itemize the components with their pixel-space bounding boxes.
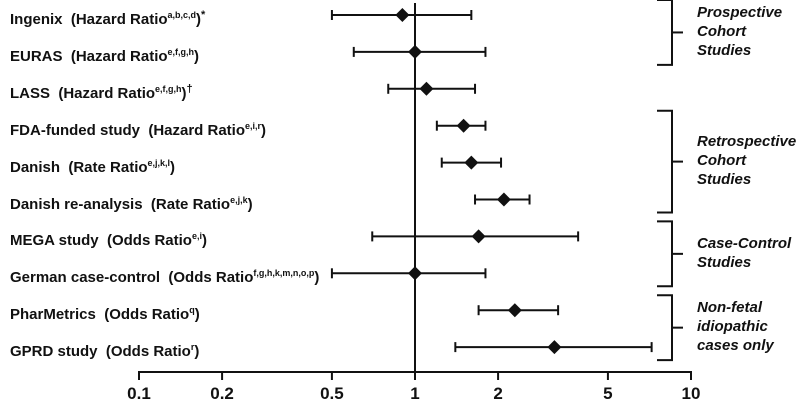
group-label: Non-fetal idiopathic cases only [697,299,774,355]
x-axis-tick-label: 5 [603,384,613,403]
estimate-diamond [471,229,486,244]
x-axis-tick-label: 0.1 [127,384,151,403]
x-axis-tick-label: 0.2 [210,384,234,403]
estimate-diamond [408,44,422,59]
study-label: EURAS (Hazard Ratioe,f,g,h) [10,46,200,65]
estimate-diamond [395,8,410,22]
x-axis-tick-label: 2 [493,384,503,403]
study-label: FDA-funded study (Hazard Ratioe,i,r) [10,120,267,139]
group-label: Case-Control Studies [697,234,792,271]
study-label: German case-control (Odds Ratiof,g,h,k,m… [10,268,320,287]
group-bracket [657,294,673,362]
group-bracket [657,109,673,214]
estimate-diamond [408,266,422,281]
study-label: Danish re-analysis (Rate Ratioe,j,k) [10,194,253,213]
x-axis-tick-label: 1 [410,384,420,403]
study-label: LASS (Hazard Ratioe,f,g,h)† [10,82,193,102]
study-label: MEGA study (Odds Ratioe,i) [10,231,207,250]
group-bracket [657,0,673,66]
estimate-diamond [496,192,511,207]
estimate-diamond [456,118,471,133]
group-label: Prospective Cohort Studies [697,3,783,59]
estimate-diamond [547,340,562,355]
x-axis-tick-label: 0.5 [320,384,344,403]
study-label: PharMetrics (Odds Ratioq) [10,305,200,324]
x-axis-tick-label: 10 [681,384,701,403]
estimate-diamond [419,81,434,96]
study-label: Danish (Rate Ratioe,j,k,l) [10,157,176,176]
study-label: GPRD study (Odds Ratior) [10,342,200,361]
group-bracket [657,220,673,288]
group-label: Retrospective Cohort Studies [697,133,797,189]
estimate-diamond [507,303,522,318]
study-label: Ingenix (Hazard Ratioa,b,c,d)* [10,9,206,28]
estimate-diamond [464,155,479,170]
